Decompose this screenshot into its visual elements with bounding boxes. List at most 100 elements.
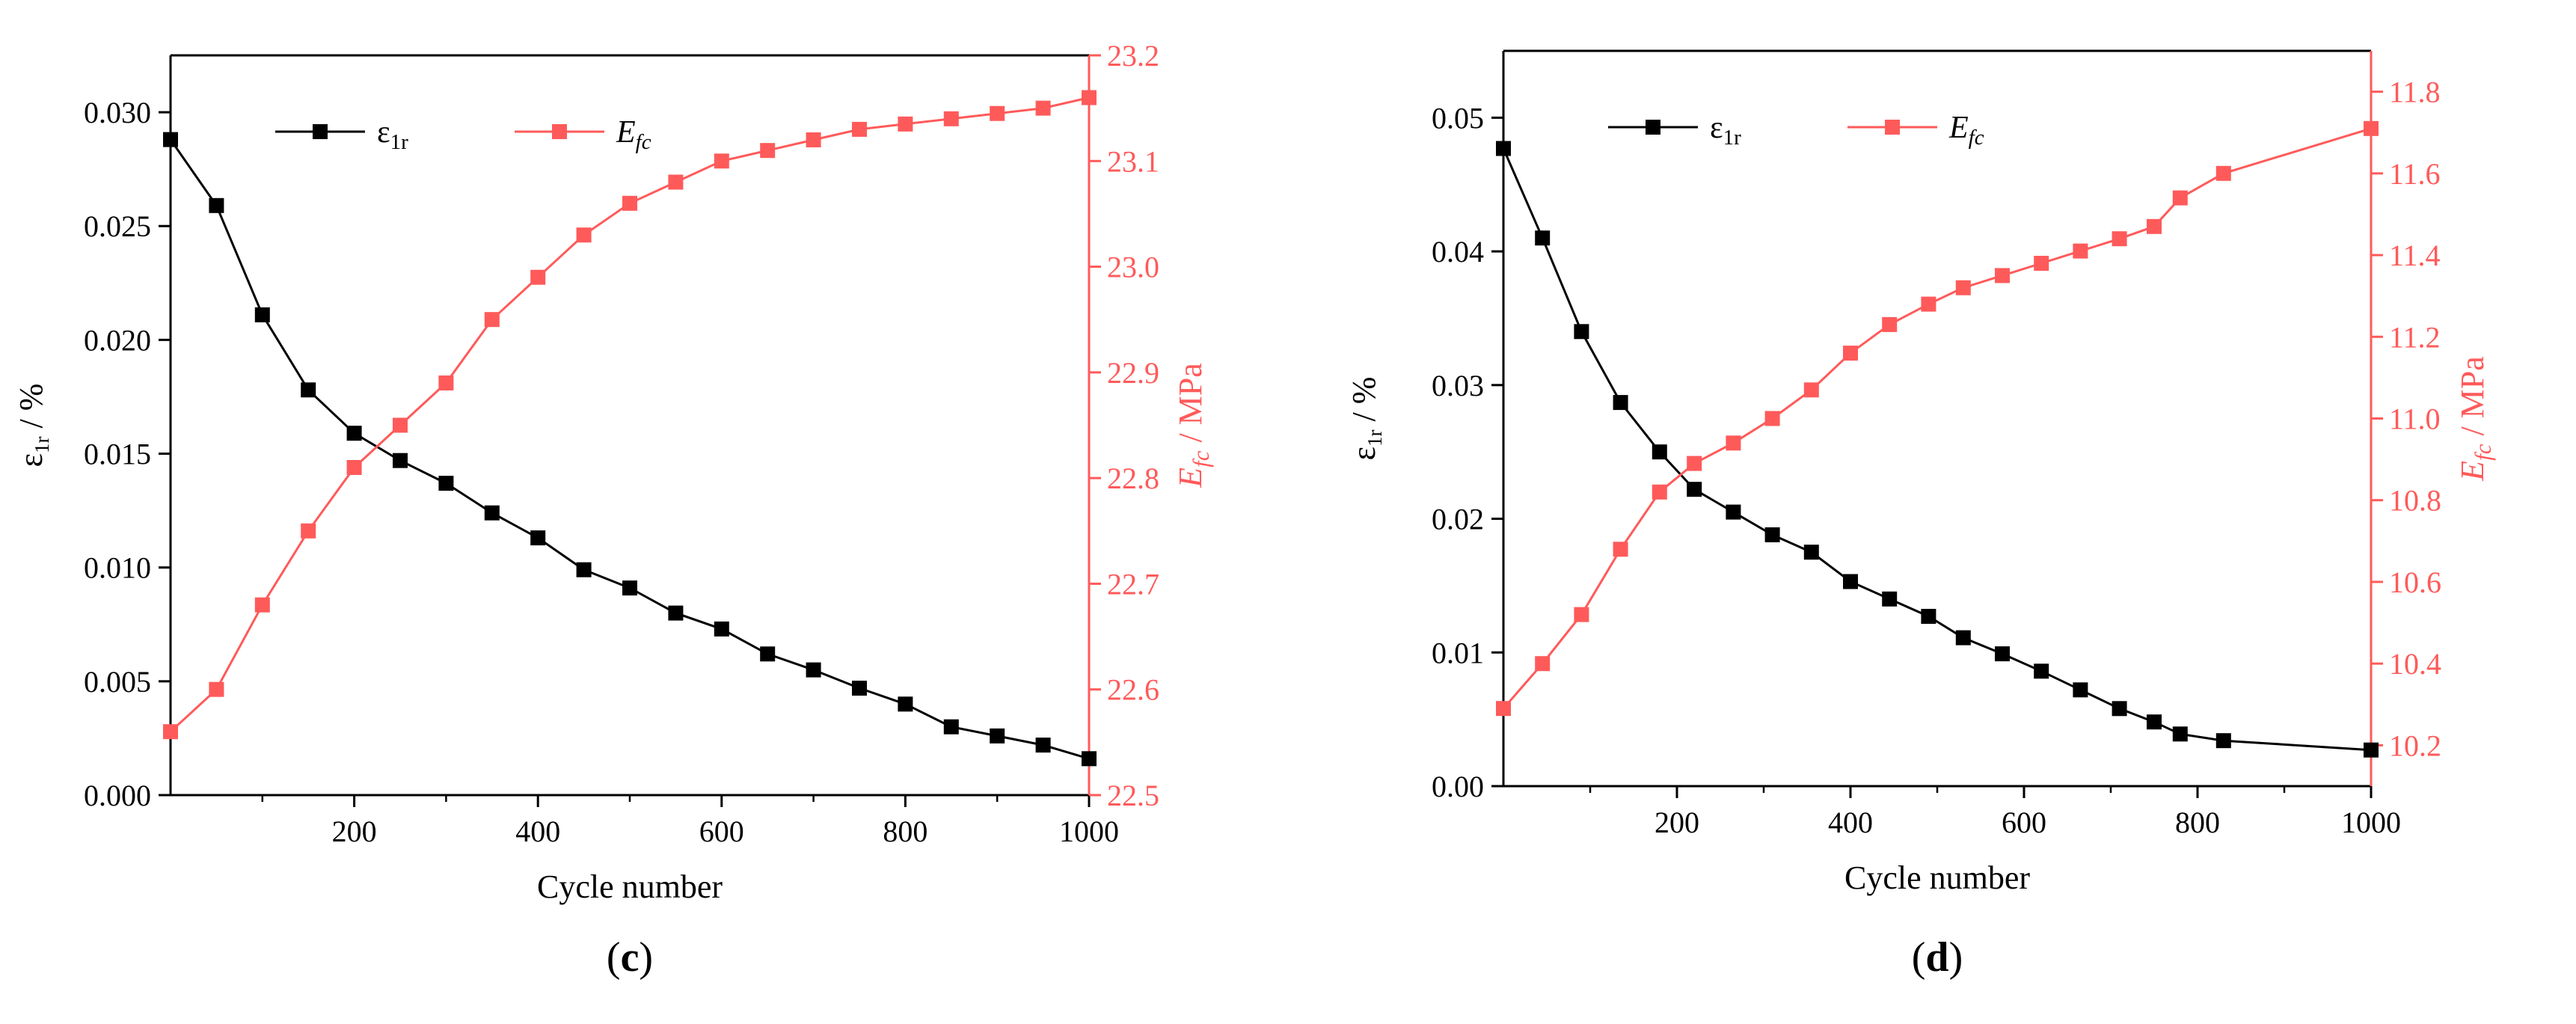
y-left-tick-label: 0.005	[84, 665, 151, 699]
panel-label: (c)	[607, 934, 653, 981]
data-point	[393, 417, 408, 433]
data-point	[2112, 231, 2127, 247]
y-right-axis-title: Efc / MPa	[2454, 356, 2496, 482]
y-left-tick-label: 0.00	[1432, 770, 1484, 803]
data-point	[438, 375, 454, 390]
data-point	[393, 453, 408, 468]
y-right-tick-label: 22.5	[1107, 779, 1159, 812]
y-right-tick-label: 23.1	[1107, 144, 1159, 178]
data-point	[1035, 100, 1051, 116]
y-right-tick-label: 10.8	[2389, 484, 2441, 518]
data-point	[209, 681, 224, 697]
y-left-tick-label: 0.04	[1432, 235, 1484, 269]
data-point	[163, 132, 178, 147]
y-right-tick-label: 11.8	[2389, 76, 2441, 109]
legend-entry: Efc	[1948, 111, 1984, 150]
panel-label: (d)	[1912, 934, 1963, 981]
data-point	[484, 505, 500, 521]
data-point	[714, 153, 729, 169]
data-point	[1082, 751, 1097, 767]
x-tick-label: 600	[2002, 806, 2046, 839]
y-left-tick-label: 0.02	[1432, 503, 1484, 536]
data-point	[530, 269, 546, 285]
data-point	[1082, 90, 1097, 105]
data-point	[1995, 268, 2010, 283]
y-left-axis-title: ε1r / %	[1346, 377, 1386, 461]
y-left-tick-label: 0.03	[1432, 369, 1484, 402]
x-tick-label: 200	[332, 815, 377, 848]
data-point	[1882, 591, 1898, 607]
y-right-tick-label: 11.2	[2389, 320, 2441, 354]
y-left-tick-label: 0.030	[84, 96, 151, 129]
series-line-eps1r	[169, 138, 1090, 760]
y-left-tick-label: 0.01	[1432, 636, 1484, 669]
x-axis-title: Cycle number	[1844, 859, 2030, 896]
data-point	[852, 121, 867, 137]
legend-entry: ε1r	[377, 115, 408, 154]
data-point	[1652, 484, 1667, 500]
x-tick-label: 800	[883, 815, 927, 848]
data-point	[1496, 701, 1511, 717]
y-left-tick-label: 0.000	[84, 779, 151, 812]
data-point	[898, 696, 913, 712]
legend-marker	[1885, 120, 1900, 135]
x-tick-label: 200	[1655, 806, 1699, 839]
data-point	[163, 724, 178, 740]
data-point	[2364, 742, 2379, 758]
data-point	[2364, 120, 2379, 136]
data-point	[438, 476, 454, 491]
y-right-tick-label: 23.2	[1107, 39, 1159, 73]
data-point	[301, 382, 316, 398]
y-left-tick-label: 0.025	[84, 209, 151, 243]
data-point	[1687, 482, 1702, 497]
data-point	[346, 426, 362, 441]
data-point	[852, 681, 867, 696]
data-point	[806, 132, 821, 147]
data-point	[1995, 646, 2010, 662]
data-point	[2073, 243, 2088, 259]
legend-marker	[313, 124, 328, 139]
data-point	[484, 312, 500, 328]
data-point	[1535, 656, 1551, 672]
y-right-tick-label: 23.0	[1107, 251, 1159, 284]
data-point	[209, 197, 224, 213]
data-point	[760, 646, 776, 662]
y-right-tick-label: 22.6	[1107, 673, 1159, 707]
data-point	[1955, 630, 1971, 646]
data-point	[760, 143, 776, 159]
legend-marker	[1646, 120, 1660, 135]
legend-entry: ε1r	[1710, 111, 1741, 150]
data-point	[898, 116, 913, 132]
data-point	[2215, 165, 2231, 181]
data-point	[668, 605, 684, 621]
y-right-tick-label: 22.8	[1107, 462, 1159, 495]
data-point	[2172, 190, 2188, 206]
data-point	[1955, 280, 1971, 295]
data-point	[943, 111, 959, 126]
y-right-tick-label: 11.6	[2389, 157, 2441, 191]
y-right-tick-label: 22.7	[1107, 567, 1159, 601]
data-point	[1843, 574, 1858, 589]
data-point	[1535, 230, 1551, 246]
chart-panel-d: 200 400 600 800 1000 0.00 0.01 0.02 0.03 0.04 0.05…	[1346, 49, 2496, 981]
y-left-axis-title: ε1r / %	[13, 384, 53, 467]
data-point	[622, 195, 637, 211]
data-point	[1574, 324, 1589, 340]
data-point	[1726, 435, 1741, 451]
y-right-tick-label: 22.9	[1107, 356, 1159, 390]
y-left-tick-label: 0.020	[84, 323, 151, 357]
series-line-eps1r	[1502, 147, 2372, 752]
data-point	[1803, 545, 1819, 560]
data-point	[990, 728, 1005, 744]
data-point	[254, 307, 270, 322]
x-tick-label: 800	[2175, 806, 2220, 839]
data-point	[622, 580, 637, 596]
y-right-tick-label: 10.6	[2389, 565, 2441, 599]
data-point	[1496, 141, 1511, 156]
data-point	[1574, 607, 1589, 622]
data-point	[254, 597, 270, 613]
y-right-tick-label: 10.2	[2389, 729, 2441, 762]
data-point	[2147, 714, 2162, 730]
